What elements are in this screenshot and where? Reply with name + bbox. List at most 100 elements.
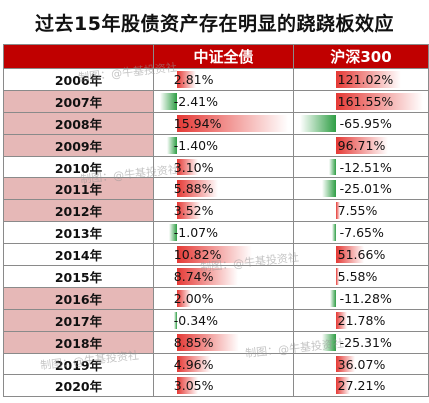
hs300-bar xyxy=(300,114,336,132)
table-row: 2008年 15.94% -65.95% xyxy=(3,111,429,135)
year-cell: 2020年 xyxy=(3,374,154,398)
chart-title: 过去15年股债资产存在明显的跷跷板效应 xyxy=(35,12,394,35)
hs300-bar xyxy=(328,158,336,176)
year-cell: 2019年 xyxy=(3,352,154,376)
table-row: 2017年 -0.34% 21.78% xyxy=(3,308,429,332)
bond-value: -2.41% xyxy=(173,93,219,109)
bond-value: -1.07% xyxy=(173,225,219,241)
hs300-cell: 21.78% xyxy=(293,308,429,332)
hs300-value: 5.58% xyxy=(337,268,378,284)
year-cell: 2013年 xyxy=(3,221,154,245)
bond-value: 3.10% xyxy=(173,159,214,175)
year-cell: 2011年 xyxy=(3,177,154,201)
hs300-value: 7.55% xyxy=(337,203,378,219)
table-row: 2013年 -1.07% -7.65% xyxy=(3,221,429,245)
bond-bar xyxy=(176,355,212,373)
hs300-value: -7.65% xyxy=(339,225,384,241)
bond-cell: -0.34% xyxy=(153,308,294,332)
year-cell: 2006年 xyxy=(3,68,154,91)
bond-bar xyxy=(176,333,239,351)
table-row: 2015年 8.74% 5.58% xyxy=(3,265,429,288)
bond-cell: -1.07% xyxy=(153,221,294,245)
hs300-value: 51.66% xyxy=(337,247,386,263)
year-cell: 2010年 xyxy=(3,155,154,179)
year-cell: 2009年 xyxy=(3,133,154,157)
bond-bar xyxy=(176,377,199,395)
bond-value: -1.40% xyxy=(173,137,219,153)
bond-bar xyxy=(176,202,202,220)
hs300-value: 121.02% xyxy=(337,71,394,87)
hs300-value: 36.07% xyxy=(337,356,386,372)
table-row: 2007年 -2.41% 161.55% xyxy=(3,89,429,113)
hs300-value: -65.95% xyxy=(339,115,392,131)
hs300-bar xyxy=(331,224,336,242)
hs300-bar xyxy=(335,311,348,329)
table-row: 2011年 5.88% -25.01% xyxy=(3,177,429,201)
bond-bar xyxy=(160,92,177,110)
bond-cell: 4.96% xyxy=(153,352,294,376)
year-cell: 2018年 xyxy=(3,330,154,354)
year-cell: 2015年 xyxy=(3,265,154,288)
bond-value: 2.00% xyxy=(173,290,214,306)
bond-value: 3.05% xyxy=(173,378,214,394)
hs300-cell: -25.31% xyxy=(293,330,429,354)
hs300-bar xyxy=(335,246,364,264)
year-cell: 2014年 xyxy=(3,243,154,267)
hs300-cell: -7.65% xyxy=(293,221,429,245)
hs300-cell: 96.71% xyxy=(293,133,429,157)
hs300-value: 161.55% xyxy=(337,93,394,109)
bond-bar xyxy=(176,180,218,198)
hs300-bar xyxy=(335,355,356,373)
hs300-value: 21.78% xyxy=(337,312,386,328)
bond-cell: 15.94% xyxy=(153,111,294,135)
table-row: 2009年 -1.40% 96.71% xyxy=(3,133,429,157)
bond-cell: 2.00% xyxy=(153,286,294,310)
hs300-bar xyxy=(335,92,423,110)
bond-bar xyxy=(176,158,199,176)
hs300-value: -12.51% xyxy=(339,159,392,175)
table-row: 2018年 8.85% -25.31% xyxy=(3,330,429,354)
header-hs300: 沪深300 xyxy=(293,44,429,69)
bond-bar xyxy=(174,311,177,329)
hs300-value: -25.31% xyxy=(339,334,392,350)
hs300-value: 96.71% xyxy=(337,137,386,153)
header-row: 中证全债 沪深300 xyxy=(3,44,429,69)
bond-value: 8.85% xyxy=(173,334,214,350)
bond-value: 4.96% xyxy=(173,356,214,372)
year-cell: 2012年 xyxy=(3,199,154,223)
header-year xyxy=(3,44,154,69)
hs300-cell: -12.51% xyxy=(293,155,429,179)
table-row: 2012年 3.52% 7.55% xyxy=(3,199,429,223)
hs300-bar xyxy=(335,377,351,395)
hs300-cell: 7.55% xyxy=(293,199,429,223)
hs300-cell: 36.07% xyxy=(293,352,429,376)
hs300-cell: 121.02% xyxy=(293,68,429,91)
hs300-bar xyxy=(335,136,388,154)
hs300-cell: -25.01% xyxy=(293,177,429,201)
hs300-cell: 51.66% xyxy=(293,243,429,267)
bond-bar xyxy=(176,289,191,307)
year-cell: 2016年 xyxy=(3,286,154,310)
table-row: 2006年 2.81% 121.02% xyxy=(3,68,429,91)
year-cell: 2008年 xyxy=(3,111,154,135)
hs300-bar xyxy=(335,202,340,220)
bond-bar xyxy=(169,224,177,242)
table-row: 2014年 10.82% 51.66% xyxy=(3,243,429,267)
hs300-cell: -65.95% xyxy=(293,111,429,135)
hs300-bar xyxy=(329,289,336,307)
bond-cell: 3.05% xyxy=(153,374,294,398)
bond-bar xyxy=(176,268,238,285)
bond-cell: 5.88% xyxy=(153,177,294,201)
bond-value: 3.52% xyxy=(173,203,214,219)
bond-bar xyxy=(176,114,288,132)
bond-bar xyxy=(176,246,253,264)
table-row: 2010年 3.10% -12.51% xyxy=(3,155,429,179)
bond-cell: 8.85% xyxy=(153,330,294,354)
year-cell: 2017年 xyxy=(3,308,154,332)
hs300-value: -25.01% xyxy=(339,181,392,197)
bond-cell: -2.41% xyxy=(153,89,294,113)
table-row: 2020年 3.05% 27.21% xyxy=(3,374,429,398)
hs300-bar xyxy=(322,180,336,198)
hs300-bar xyxy=(335,71,402,88)
table-body: 2006年 2.81% 121.02% 2007年 -2.41% 161.55% 2008年… xyxy=(3,68,429,398)
